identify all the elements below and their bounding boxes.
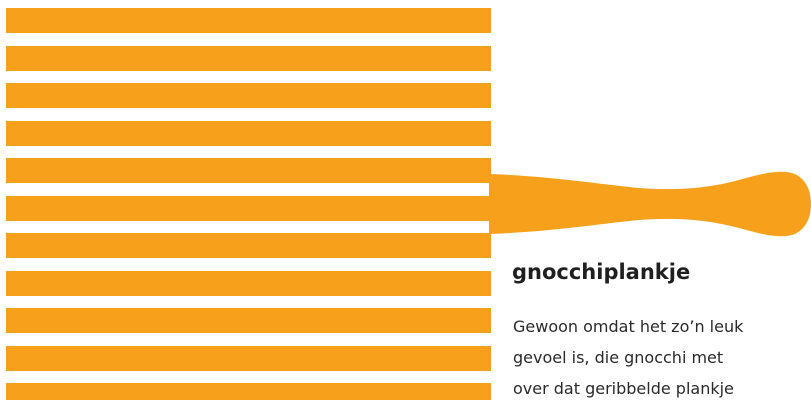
product-title: gnocchiplankje	[512, 260, 691, 284]
board-rib	[6, 83, 491, 108]
board-rib	[6, 346, 491, 371]
board-rib	[6, 196, 491, 221]
product-description: Gewoon omdat het zo’n leuk gevoel is, di…	[513, 311, 811, 400]
description-line: gevoel is, die gnocchi met	[513, 348, 724, 367]
board-rib	[6, 8, 491, 33]
gnocchi-board-handle	[489, 171, 811, 237]
gnocchi-board-illustration	[6, 8, 491, 400]
description-line: over dat geribbelde plankje	[513, 379, 734, 398]
board-rib	[6, 158, 491, 183]
description-line: Gewoon omdat het zo’n leuk	[513, 317, 744, 336]
board-rib	[6, 271, 491, 296]
board-rib	[6, 233, 491, 258]
board-rib	[6, 383, 491, 400]
board-rib	[6, 121, 491, 146]
board-rib	[6, 46, 491, 71]
board-rib	[6, 308, 491, 333]
